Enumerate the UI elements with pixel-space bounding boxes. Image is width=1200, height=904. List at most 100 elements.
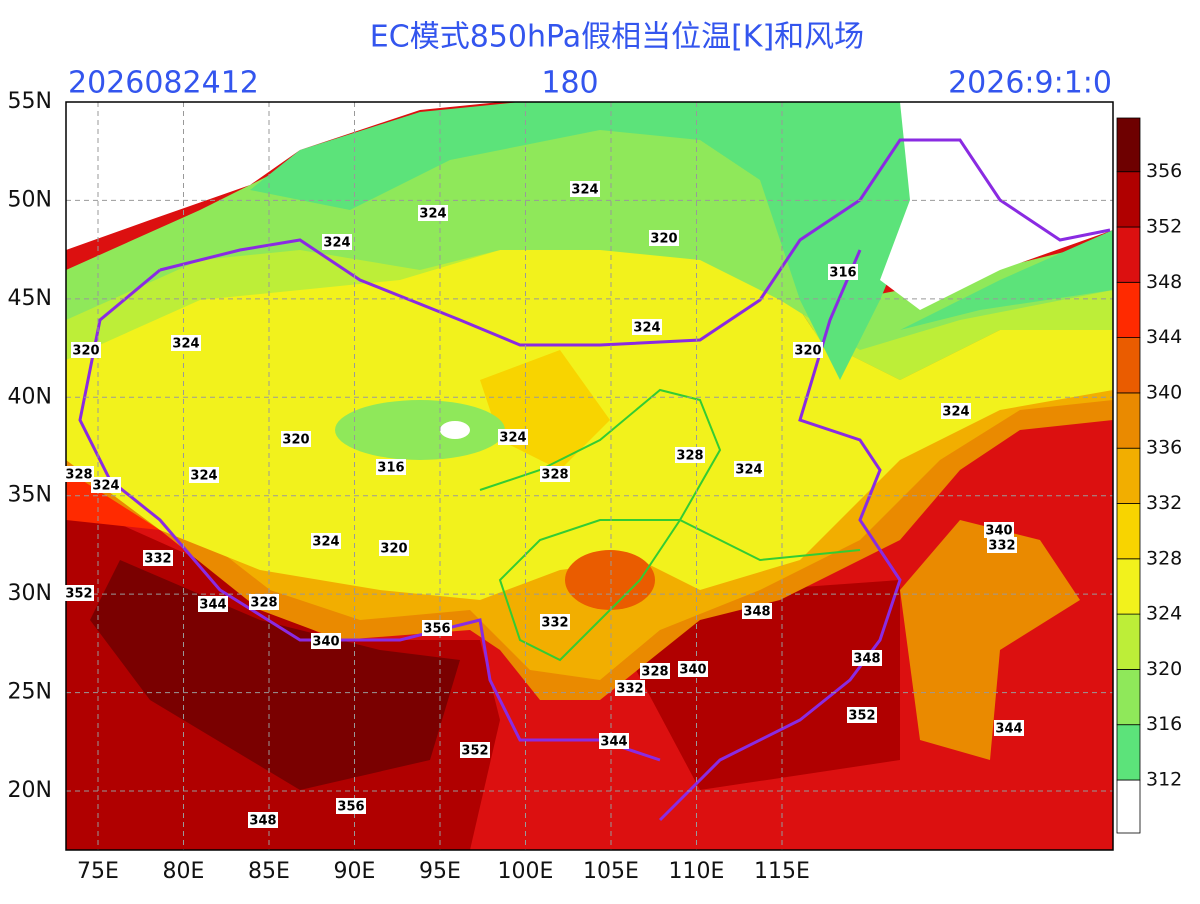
colorbar-box [1116, 226, 1141, 283]
contour-label-box [540, 466, 570, 482]
contour-label: 348 [743, 605, 770, 620]
colorbar-box [1116, 669, 1141, 726]
contour-label-box [64, 466, 94, 482]
lat-label: 25N [8, 680, 52, 705]
colorbar-label: 344 [1146, 326, 1182, 348]
contour-label-box [336, 798, 366, 814]
graticule: 55N 50N 45N 40N 35N 30N 25N 20N 75E 80E 85E 90E 95E 1… [8, 89, 1113, 884]
contour-label-box [379, 540, 409, 556]
contour-label: 324 [499, 431, 526, 446]
colorbar-label: 348 [1146, 271, 1182, 293]
forecast-hour: 180 [541, 66, 598, 101]
contour-label-box [249, 594, 279, 610]
colorbar-box [1116, 392, 1141, 449]
contour-label: 332 [988, 539, 1015, 554]
lon-label: 85E [248, 859, 290, 884]
contour-label-box [418, 205, 448, 221]
lon-label: 80E [163, 859, 205, 884]
contour-label: 324 [419, 207, 446, 222]
colorbar-label: 352 [1146, 216, 1182, 238]
lat-label: 30N [8, 581, 52, 606]
colorbar-box [1116, 281, 1141, 338]
contour-label-box [189, 467, 219, 483]
contour-label: 324 [190, 469, 217, 484]
lat-label: 45N [8, 286, 52, 311]
contour-label-box [852, 650, 882, 666]
title: EC模式850hPa假相当位温[K]和风场 [370, 20, 864, 55]
contour-label-box [460, 742, 490, 758]
contour-label: 340 [679, 663, 706, 678]
contour-label-box [632, 319, 662, 335]
contour-label: 316 [829, 266, 856, 281]
contour-label-box [599, 733, 629, 749]
colorbar-label: 336 [1146, 437, 1182, 459]
valid-time: 2026:9:1:0 [948, 66, 1112, 101]
colorbar-box [1116, 447, 1141, 504]
lon-label: 95E [419, 859, 461, 884]
contour-label: 320 [72, 344, 99, 359]
contour-label: 324 [633, 321, 660, 336]
contour-label: 344 [600, 735, 627, 750]
contour-label-box [311, 533, 341, 549]
colorbar-box [1116, 558, 1141, 615]
colorbar-label: 324 [1146, 603, 1182, 625]
colorbar-label: 312 [1146, 769, 1182, 791]
lat-label: 35N [8, 483, 52, 508]
colorbar-label: 332 [1146, 492, 1182, 514]
field [66, 102, 1113, 850]
contour-label: 328 [641, 665, 668, 680]
contour-label: 340 [312, 635, 339, 650]
contour-label: 320 [282, 433, 309, 448]
contour-label-box [649, 230, 679, 246]
contour-label: 352 [461, 744, 488, 759]
colorbar-box [1116, 613, 1141, 670]
contour-label-box [570, 181, 600, 197]
contour-label: 340 [985, 524, 1012, 539]
lon-label: 75E [77, 859, 119, 884]
contour-label-box [281, 431, 311, 447]
colorbar-label: 340 [1146, 381, 1182, 403]
contour-label-box [198, 596, 228, 612]
lat-label: 50N [8, 187, 52, 212]
contour-label: 344 [995, 722, 1022, 737]
contour-label: 348 [249, 814, 276, 829]
contour-label-box [248, 812, 278, 828]
contour-label-box [71, 342, 101, 358]
colorbar: 312 316 320 324 328 332 336 340 344 348 352 356 [1116, 117, 1182, 834]
colorbar-box [1116, 117, 1141, 173]
contour-label-box [987, 537, 1017, 553]
contour-label: 324 [312, 535, 339, 550]
colorbar-label: 328 [1146, 547, 1182, 569]
colorbar-box [1116, 171, 1141, 228]
contour-label-box [984, 522, 1014, 538]
lon-label: 115E [754, 859, 810, 884]
contour-label: 328 [65, 468, 92, 483]
contour-label-box [941, 403, 971, 419]
colorbar-label: 320 [1146, 658, 1182, 680]
lat-label: 55N [8, 89, 52, 114]
contour-label-box [540, 614, 570, 630]
contour-label: 328 [541, 468, 568, 483]
contour-label-box [828, 264, 858, 280]
contour-label: 356 [337, 800, 364, 815]
contour-label: 332 [541, 616, 568, 631]
contour-label-box [311, 633, 341, 649]
contour-label: 320 [794, 344, 821, 359]
colorbar-box [1116, 779, 1141, 834]
contour-label: 324 [942, 405, 969, 420]
contour-label-box [742, 603, 772, 619]
contour-label: 324 [92, 479, 119, 494]
contour-label-box [678, 661, 708, 677]
contour-label-box [994, 720, 1024, 736]
contour-label-box [376, 459, 406, 475]
contour-label-box [640, 663, 670, 679]
lon-label: 90E [334, 859, 376, 884]
contour-label: 344 [199, 598, 226, 613]
colorbar-box [1116, 724, 1141, 781]
contour-label: 332 [144, 552, 171, 567]
colorbar-box [1116, 337, 1141, 394]
contour-label-box [422, 620, 452, 636]
contour-label: 324 [735, 463, 762, 478]
contour-label-box [143, 550, 173, 566]
